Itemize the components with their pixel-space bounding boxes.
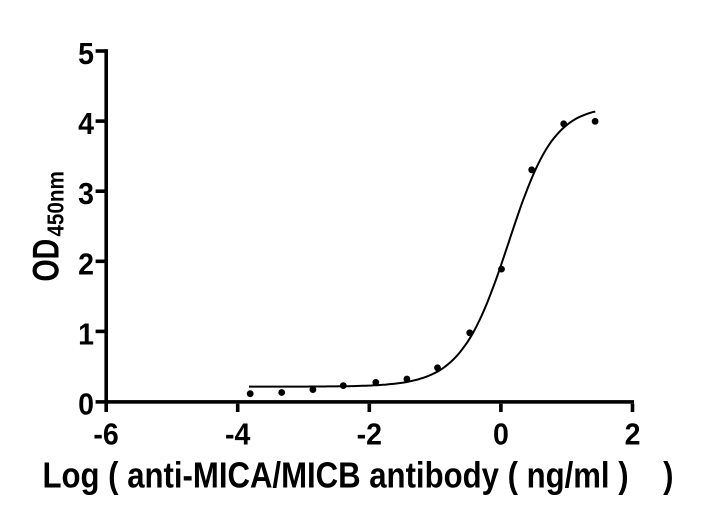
svg-text:4: 4 [78,107,94,141]
svg-text:-2: -2 [357,417,382,451]
svg-text:-6: -6 [93,417,118,451]
svg-text:Log ( anti-MICA/MICB antibody: Log ( anti-MICA/MICB antibody ( ng/ml ) … [43,456,674,496]
svg-text:3: 3 [78,177,94,211]
svg-text:OD: OD [25,239,66,282]
svg-text:0: 0 [78,387,94,421]
svg-text:-4: -4 [225,417,251,451]
svg-text:5: 5 [78,37,94,71]
svg-text:450nm: 450nm [42,171,69,237]
svg-text:0: 0 [493,417,509,451]
svg-text:2: 2 [625,417,641,451]
svg-text:1: 1 [78,317,94,351]
svg-text:2: 2 [78,247,94,281]
